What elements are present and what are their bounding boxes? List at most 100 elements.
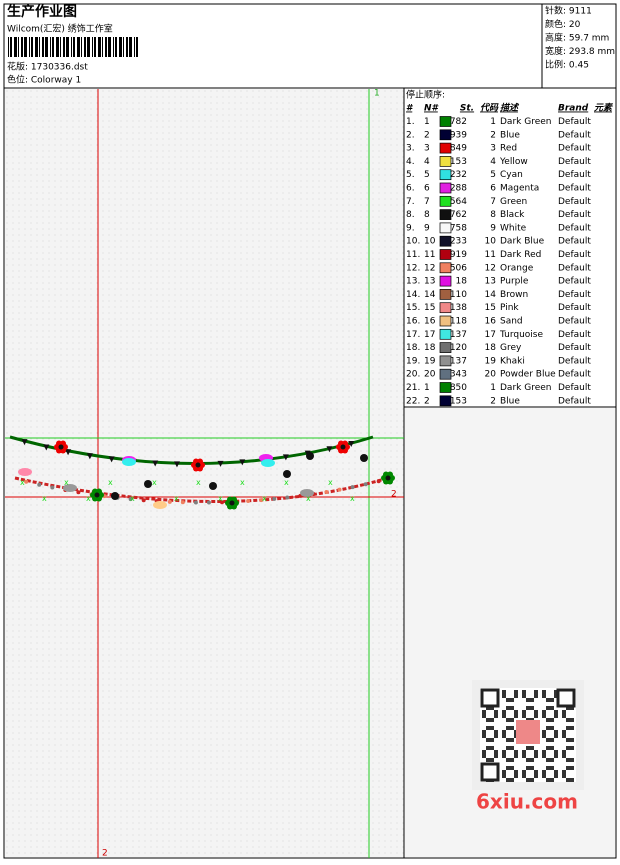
qr-cell [542,710,546,714]
qr-cell [490,706,494,710]
qr-cell [554,770,558,774]
bead [217,460,224,467]
brand: Default [558,250,591,260]
qr-cell [550,778,554,782]
needle: 1 [424,117,430,127]
qr-cell [534,774,538,778]
bead [206,500,211,505]
stitches: 233 [450,237,467,247]
stitches: 343 [450,370,467,380]
stitch-mark: x [64,478,69,487]
bar-stripe [98,37,101,57]
qr-cell [550,706,554,710]
qr-cell [502,770,506,774]
qr-cell [514,774,518,778]
qr-cell [550,726,554,730]
qr-cell [526,778,530,782]
qr-cell [502,730,506,734]
needle: 3 [424,144,430,154]
stitches: 137 [450,356,467,366]
stitches: 110 [450,290,467,300]
qr-cell [482,714,486,718]
brand: Default [558,317,591,327]
qr-cell [546,738,550,742]
stitches: 939 [450,130,467,140]
stitches: 849 [450,144,467,154]
qr-cell [510,778,514,782]
description: Black [500,210,525,220]
column-header: St. [460,104,474,114]
stitch-mark: x [350,494,355,503]
bar-stripe [29,37,30,57]
bar-stripe [136,37,138,57]
qr-cell [566,706,570,710]
qr-cell [494,730,498,734]
qr-cell [566,766,570,770]
description: Sand [500,317,523,327]
qr-cell [502,690,506,694]
bar-stripe [73,37,75,57]
qr-cell [554,774,558,778]
qr-cell [482,710,486,714]
qr-cell [554,694,558,698]
brand: Default [558,170,591,180]
qr-cell [550,758,554,762]
bead [76,490,81,495]
description: Purple [500,277,529,287]
color-swatch [439,235,452,247]
needle: 12 [424,263,435,273]
qr-cell [510,726,514,730]
title: 生产作业图 [7,3,77,20]
qr-cell [522,714,526,718]
description: Blue [500,130,520,140]
bar-stripe [50,37,51,57]
qr-cell [490,758,494,762]
motif [261,459,275,467]
marker: 2 [102,849,108,859]
qr-cell [530,758,534,762]
bead [167,499,172,504]
needle: 16 [424,317,436,327]
needle: 11 [424,250,435,260]
description: White [500,223,527,233]
code: 4 [490,157,496,167]
stitch-mark: x [108,478,113,487]
qr-cell [550,746,554,750]
code: 2 [490,396,496,406]
color-swatch [439,262,452,274]
qr-cell [486,718,490,722]
stitch-mark: x [42,494,47,503]
stitches: 758 [450,223,467,233]
code: 11 [485,250,496,260]
bar-stripe [113,37,114,57]
row-number: 4. [406,157,415,167]
qr-cell [546,758,550,762]
bead [37,482,42,487]
bar-stripe [14,37,17,57]
bar-stripe [92,37,93,57]
qr-cell [546,766,550,770]
bar-stripe [21,37,23,57]
bead [128,497,133,502]
stitches: 782 [450,117,467,127]
bar-stripe [84,37,86,57]
flower-center [340,444,346,450]
qr-cell [562,770,566,774]
qr-cell [542,774,546,778]
bar-stripe [56,37,59,57]
bar-stripe [129,37,132,57]
stitch-mark: x [196,478,201,487]
qr-cell [534,750,538,754]
color-swatch [439,382,452,393]
color-swatch [439,355,452,367]
bar-stripe [18,37,19,57]
flower-center [229,500,235,506]
needle: 2 [424,396,430,406]
barcode [8,37,138,57]
qr-cell [510,758,514,762]
qr-cell [566,726,570,730]
bead [65,449,72,456]
qr-cell [550,698,554,702]
description: Dark Blue [500,237,545,247]
